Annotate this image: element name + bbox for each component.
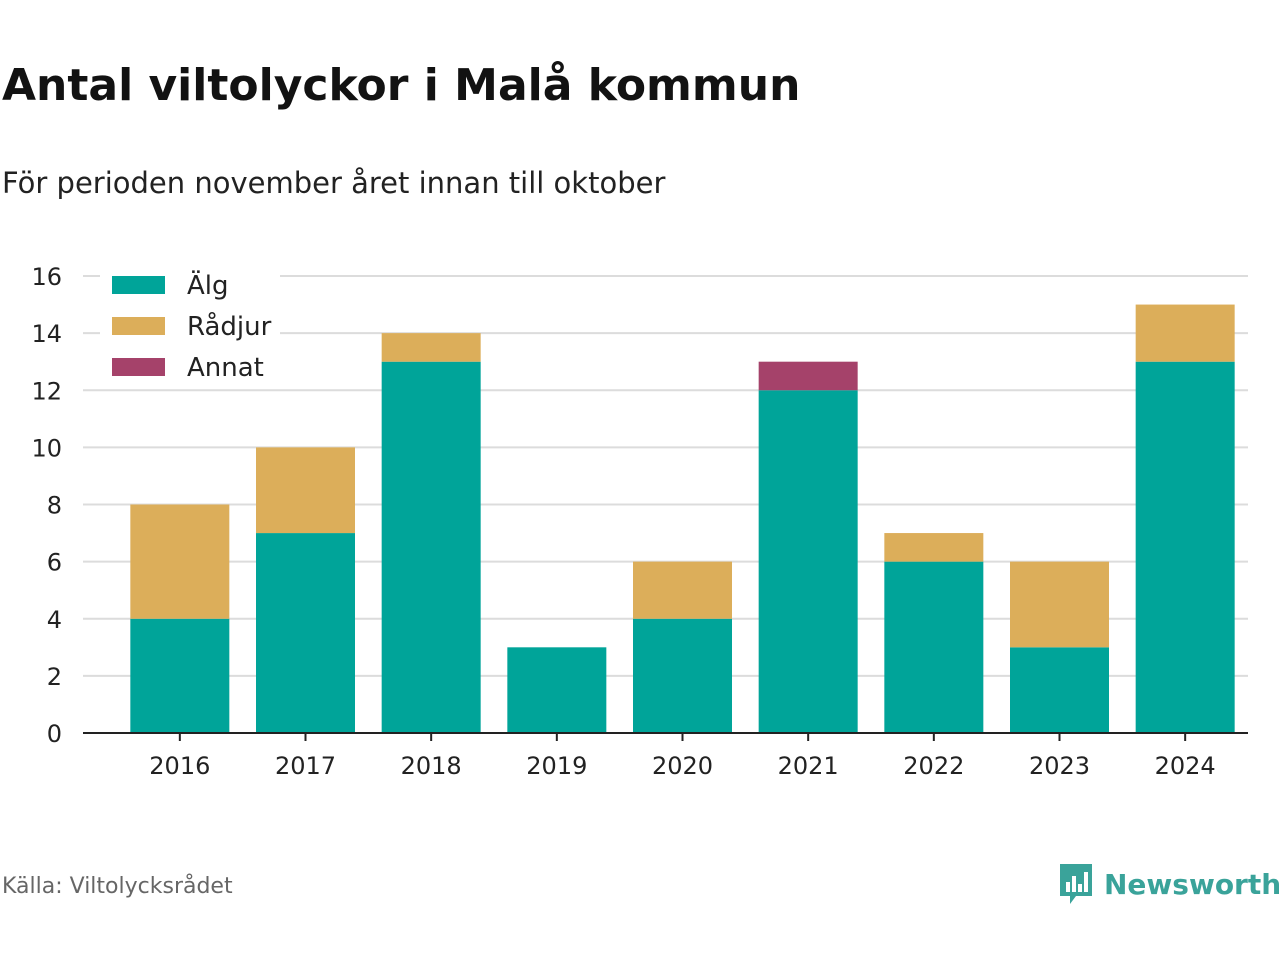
bar-2021-alg: [758, 390, 858, 733]
bar-2024-alg: [1135, 361, 1235, 733]
x-tick-label: 2023: [1029, 752, 1090, 780]
source-note: Källa: Viltolycksrådet: [2, 874, 233, 899]
bar-2017-alg: [256, 533, 355, 733]
axes: 0 2 4 6 8 10 12 14 16 2016 2017 2018 2019 2020 2021 202…: [31, 263, 1248, 780]
x-tick-label: 2022: [903, 752, 964, 780]
x-tick-label: 2020: [652, 752, 713, 780]
y-tick-label: 0: [47, 720, 62, 748]
newsworthy-logo-icon: [1060, 864, 1092, 904]
legend-label: Rådjur: [187, 311, 272, 342]
x-tick-label: 2019: [526, 752, 587, 780]
bar-2016-radjur: [130, 504, 230, 619]
bar-2021-annat: [758, 361, 858, 391]
brand-name: Newsworthy: [1104, 867, 1280, 901]
y-tick-label: 10: [31, 434, 62, 462]
y-tick-label: 4: [47, 606, 62, 634]
y-tick-label: 6: [47, 549, 62, 577]
bar-2020-radjur: [633, 561, 732, 619]
x-tick-label: 2018: [401, 752, 462, 780]
chart-subtitle: För perioden november året innan till ok…: [2, 166, 666, 200]
y-tick-label: 16: [31, 263, 62, 291]
y-tick-label: 12: [31, 377, 62, 405]
y-tick-label: 8: [47, 492, 62, 520]
bar-2022-alg: [884, 561, 984, 733]
bar-2016-alg: [130, 618, 230, 733]
x-tick-label: 2024: [1155, 752, 1216, 780]
legend-swatch: [112, 358, 165, 376]
chart-title: Antal viltolyckor i Malå kommun: [2, 60, 801, 111]
y-tick-label: 2: [47, 663, 62, 691]
y-tick-label: 14: [31, 320, 62, 348]
legend-swatch: [112, 317, 165, 335]
bar-2018-alg: [381, 361, 481, 733]
legend-label: Älg: [187, 269, 229, 301]
bar-2019-alg: [507, 647, 607, 733]
bars: [130, 304, 1235, 733]
x-tick-label: 2016: [149, 752, 210, 780]
bar-2018-radjur: [381, 333, 481, 362]
bar-2020-alg: [633, 618, 732, 733]
bar-2022-radjur: [884, 533, 984, 562]
legend: Älg Rådjur Annat: [100, 268, 280, 388]
bar-2023-radjur: [1010, 561, 1109, 648]
brand-logo[interactable]: Newsworthy: [1058, 862, 1280, 906]
bar-2024-radjur: [1135, 304, 1235, 362]
legend-label: Annat: [187, 353, 264, 383]
x-tick-label: 2017: [275, 752, 336, 780]
bar-2017-radjur: [256, 447, 355, 534]
bar-2023-alg: [1010, 647, 1109, 733]
x-tick-label: 2021: [778, 752, 839, 780]
legend-swatch: [112, 276, 165, 294]
